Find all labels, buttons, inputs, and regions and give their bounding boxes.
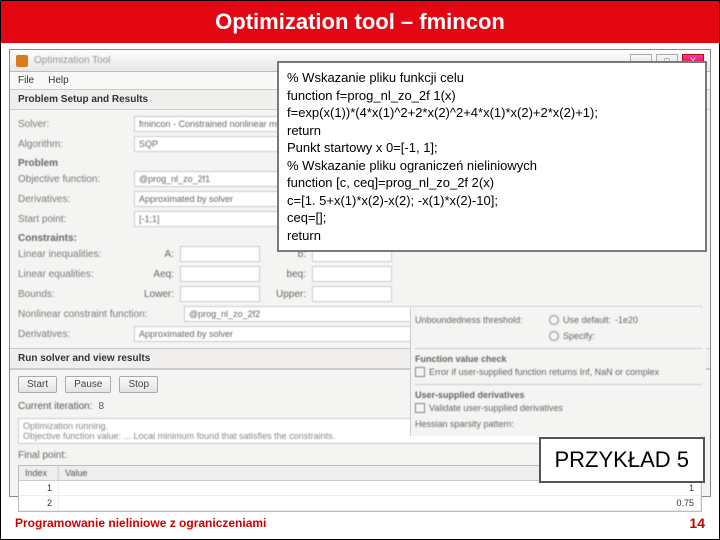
code-line: return (287, 227, 697, 245)
slide-footer: Programowanie nieliniowe z ograniczeniam… (1, 507, 719, 539)
startpoint-label: Start point: (18, 214, 128, 225)
cell: 1 (59, 481, 701, 495)
aeq-label: Aeq: (134, 269, 174, 280)
code-line: function f=prog_nl_zo_2f 1(x) (287, 87, 697, 105)
a-input[interactable] (180, 246, 260, 262)
code-line: function [c, ceq]=prog_nl_zo_2f 2(x) (287, 174, 697, 192)
menu-help[interactable]: Help (48, 75, 69, 86)
code-line: % Wskazanie pliku ograniczeń nieliniowyc… (287, 157, 697, 175)
code-line: ceq=[]; (287, 209, 697, 227)
table-row: 1 1 (19, 481, 701, 496)
footer-text: Programowanie nieliniowe z ograniczeniam… (15, 516, 266, 530)
nlcon-label: Nonlinear constraint function: (18, 309, 178, 320)
upper-label: Upper: (266, 289, 306, 300)
slide-title: Optimization tool – fmincon (1, 1, 719, 43)
code-overlay: % Wskazanie pliku funkcji celu function … (277, 61, 707, 252)
code-line: Punkt startowy x 0=[-1, 1]; (287, 139, 697, 157)
specify-label: Specify: (563, 331, 595, 341)
derivatives2-label: Derivatives: (18, 329, 128, 340)
specify-radio[interactable] (549, 331, 559, 341)
aeq-input[interactable] (180, 266, 260, 282)
pause-button[interactable]: Pause (65, 376, 111, 393)
code-line: c=[1. 5+x(1)*x(2)-x(2); -x(1)*x(2)-10]; (287, 192, 697, 210)
col-index: Index (19, 466, 59, 480)
hessian-label: Hessian sparsity pattern: (415, 419, 514, 429)
ud-header: User-supplied derivatives (415, 390, 525, 400)
iteration-label: Current iteration: (18, 401, 92, 412)
default-value: -1e20 (615, 315, 638, 325)
start-button[interactable]: Start (18, 376, 57, 393)
lineq-label: Linear equalities: (18, 269, 128, 280)
page-number: 14 (689, 515, 705, 531)
ud-text: Validate user-supplied derivatives (429, 403, 563, 413)
beq-label: beq: (266, 269, 306, 280)
code-line: return (287, 122, 697, 140)
menu-file[interactable]: File (18, 75, 34, 86)
lower-input[interactable] (180, 286, 260, 302)
use-default-label: Use default: (563, 315, 611, 325)
fvc-checkbox[interactable] (415, 367, 425, 377)
code-line: f=exp(x(1))*(4*x(1)^2+2*x(2)^2+4*x(1)*x(… (287, 104, 697, 122)
bounds-label: Bounds: (18, 289, 128, 300)
lower-label: Lower: (134, 289, 174, 300)
unbound-label: Unboundedness threshold: (415, 315, 545, 325)
beq-input[interactable] (312, 266, 392, 282)
fvc-text: Error if user-supplied function returns … (429, 367, 659, 377)
derivatives-label: Derivatives: (18, 194, 128, 205)
example-label: PRZYKŁAD 5 (539, 437, 706, 483)
upper-input[interactable] (312, 286, 392, 302)
ud-checkbox[interactable] (415, 403, 425, 413)
use-default-radio[interactable] (549, 315, 559, 325)
stop-button[interactable]: Stop (119, 376, 158, 393)
objfun-label: Objective function: (18, 174, 128, 185)
code-line: % Wskazanie pliku funkcji celu (287, 69, 697, 87)
a-label: A: (134, 249, 174, 260)
algorithm-label: Algorithm: (18, 139, 128, 150)
cell: 1 (19, 481, 59, 495)
app-icon (16, 55, 28, 67)
iteration-value: 8 (98, 401, 104, 412)
solver-label: Solver: (18, 119, 128, 130)
fvc-header: Function value check (415, 354, 507, 364)
options-panel: Unboundedness threshold: Use default: -1… (410, 308, 706, 436)
linineq-label: Linear inequalities: (18, 249, 128, 260)
